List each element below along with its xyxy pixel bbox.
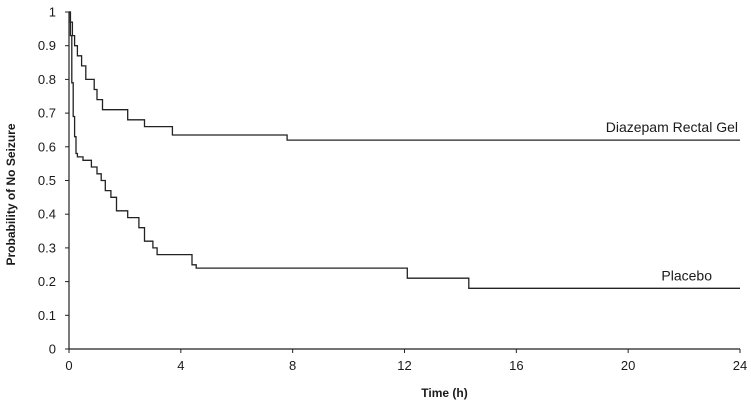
x-tick-label: 4 (177, 358, 184, 373)
y-tick-label: 1 (49, 5, 56, 20)
y-tick-label: 0.2 (38, 274, 56, 289)
y-tick-label: 0.6 (38, 139, 56, 154)
series-layer (69, 11, 740, 289)
x-axis-title: Time (h) (421, 386, 467, 400)
x-tick-label: 16 (509, 358, 523, 373)
series-label-placebo: Placebo (661, 267, 712, 283)
y-tick-label: 0.1 (38, 308, 56, 323)
y-tick-label: 0.3 (38, 240, 56, 255)
y-tick-label: 0 (49, 342, 56, 357)
y-axis-ticks: 0 0.1 0.2 0.3 0.4 0.5 0.6 0.7 0.8 0.9 1 (38, 5, 69, 357)
series-line-placebo (69, 11, 740, 289)
x-tick-label: 8 (289, 358, 296, 373)
x-tick-label: 0 (65, 358, 72, 373)
series-line-diazepam (69, 11, 740, 141)
x-tick-label: 12 (397, 358, 411, 373)
y-tick-label: 0.4 (38, 207, 56, 222)
y-tick-label: 0.5 (38, 173, 56, 188)
y-tick-label: 0.9 (38, 38, 56, 53)
y-tick-label: 0.8 (38, 72, 56, 87)
x-tick-label: 20 (621, 358, 635, 373)
y-tick-label: 0.7 (38, 106, 56, 121)
x-tick-label: 24 (733, 358, 747, 373)
x-axis-ticks: 0 4 8 12 16 20 24 (65, 349, 747, 373)
series-label-diazepam: Diazepam Rectal Gel (606, 119, 738, 135)
y-axis-title: Probability of No Seizure (4, 123, 18, 265)
